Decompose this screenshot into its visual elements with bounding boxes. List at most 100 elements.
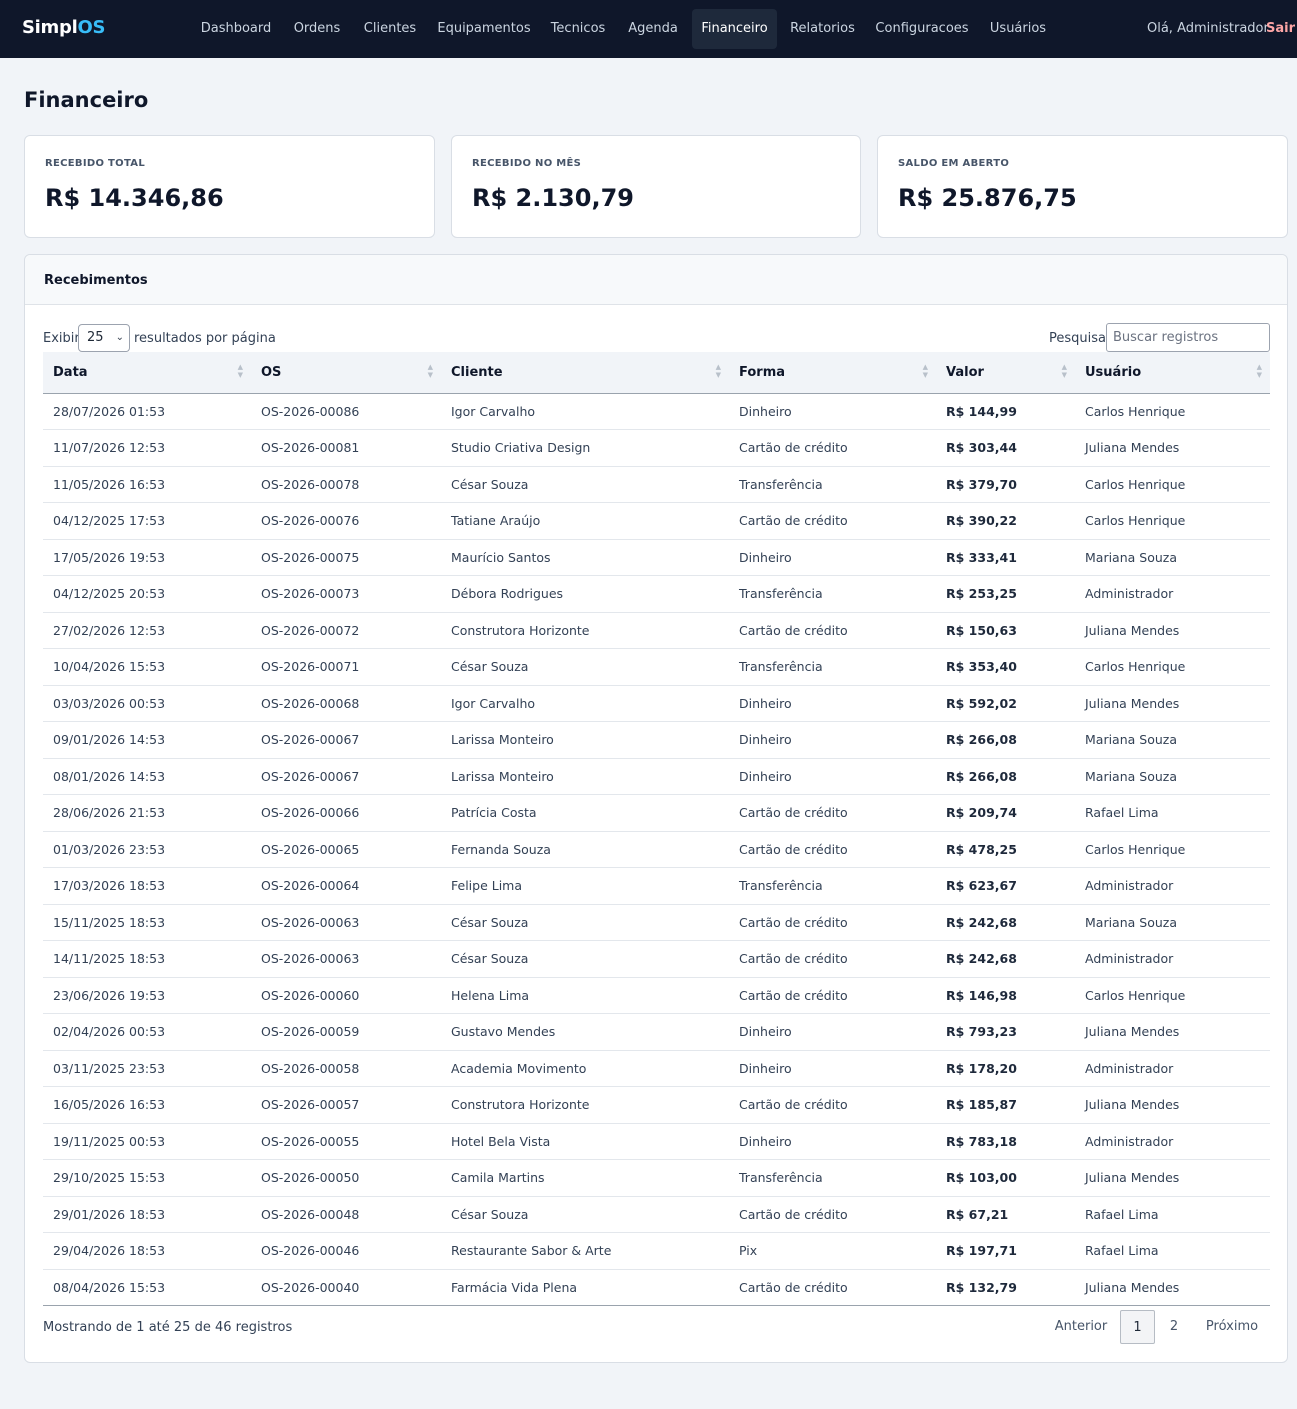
cell-valor: R$ 197,71 [936,1232,1075,1270]
nav-item-clientes[interactable]: Clientes [363,21,417,36]
cell-os[interactable]: OS-2026-00075 [251,539,441,576]
table-row: 29/01/2026 18:53 OS-2026-00048 César Souza… [43,1196,1270,1233]
cell-os[interactable]: OS-2026-00076 [251,502,441,540]
cell-forma: Dinheiro [729,1050,936,1087]
page-length-select[interactable]: 25 ⌄ [78,324,130,352]
cell-os[interactable]: OS-2026-00063 [251,904,441,941]
cell-os[interactable]: OS-2026-00086 [251,393,441,430]
cell-valor: R$ 333,41 [936,539,1075,576]
cell-data: 27/02/2026 12:53 [43,612,251,649]
cell-os[interactable]: OS-2026-00057 [251,1086,441,1124]
cell-os[interactable]: OS-2026-00048 [251,1196,441,1233]
sort-icon: ▲ ▼ [427,363,433,379]
stat-card-recebido-mes: RECEBIDO NO MÊS R$ 2.130,79 [451,135,861,238]
nav-item-equipamentos[interactable]: Equipamentos [437,21,531,36]
nav-item-configuracoes[interactable]: Configuracoes [875,21,969,36]
cell-forma: Cartão de crédito [729,1086,936,1124]
table-row: 04/12/2025 20:53 OS-2026-00073 Débora Rodr… [43,575,1270,613]
column-header-data[interactable]: Data ▲ ▼ [43,352,251,394]
column-header-label: OS [261,364,282,380]
cell-usuario: Juliana Mendes [1075,1159,1270,1197]
table-row: 28/06/2026 21:53 OS-2026-00066 Patrícia Co… [43,794,1270,832]
cell-usuario: Mariana Souza [1075,539,1270,576]
cell-os[interactable]: OS-2026-00073 [251,575,441,613]
sort-icon: ▲ ▼ [922,363,928,379]
cell-valor: R$ 146,98 [936,977,1075,1014]
nav-item-usuarios[interactable]: Usuários [989,21,1047,36]
nav-item-ordens[interactable]: Ordens [293,21,341,36]
cell-os[interactable]: OS-2026-00072 [251,612,441,649]
column-header-usuario[interactable]: Usuário ▲ ▼ [1075,352,1270,394]
cell-cliente: César Souza [441,1196,729,1233]
cell-os[interactable]: OS-2026-00078 [251,466,441,503]
page-length-value: 25 [87,330,104,345]
cell-cliente: César Souza [441,940,729,978]
nav-item-financeiro[interactable]: Financeiro [692,9,777,49]
column-header-forma[interactable]: Forma ▲ ▼ [729,352,936,394]
column-header-valor[interactable]: Valor ▲ ▼ [936,352,1075,394]
search-input[interactable] [1106,323,1270,352]
column-header-cliente[interactable]: Cliente ▲ ▼ [441,352,729,394]
cell-os[interactable]: OS-2026-00067 [251,721,441,759]
cell-usuario: Carlos Henrique [1075,831,1270,868]
cell-data: 17/05/2026 19:53 [43,539,251,576]
cell-valor: R$ 353,40 [936,648,1075,686]
table-row: 08/04/2026 15:53 OS-2026-00040 Farmácia Vi… [43,1269,1270,1306]
nav-item-dashboard[interactable]: Dashboard [200,21,272,36]
nav-item-relatorios[interactable]: Relatorios [790,21,855,36]
cell-cliente: Débora Rodrigues [441,575,729,613]
cell-os[interactable]: OS-2026-00068 [251,685,441,722]
cell-forma: Dinheiro [729,721,936,759]
cell-os[interactable]: OS-2026-00064 [251,867,441,905]
cell-os[interactable]: OS-2026-00040 [251,1269,441,1306]
stat-value: R$ 25.876,75 [898,184,1077,212]
cell-forma: Pix [729,1232,936,1270]
cell-forma: Dinheiro [729,758,936,795]
column-header-os[interactable]: OS ▲ ▼ [251,352,441,394]
cell-forma: Cartão de crédito [729,977,936,1014]
pagination-next[interactable]: Próximo [1205,1319,1259,1334]
stat-card-saldo-aberto: SALDO EM ABERTO R$ 25.876,75 [877,135,1288,238]
cell-valor: R$ 623,67 [936,867,1075,905]
recebimentos-panel: Recebimentos Exibir 25 ⌄ resultados por … [24,254,1288,1363]
cell-cliente: César Souza [441,904,729,941]
cell-os[interactable]: OS-2026-00065 [251,831,441,868]
column-header-label: Forma [739,364,786,380]
cell-usuario: Juliana Mendes [1075,1269,1270,1306]
stat-value: R$ 14.346,86 [45,184,224,212]
cell-os[interactable]: OS-2026-00050 [251,1159,441,1197]
cell-os[interactable]: OS-2026-00066 [251,794,441,832]
cell-os[interactable]: OS-2026-00071 [251,648,441,686]
cell-os[interactable]: OS-2026-00063 [251,940,441,978]
table-row: 02/04/2026 00:53 OS-2026-00059 Gustavo Men… [43,1013,1270,1051]
cell-forma: Transferência [729,648,936,686]
pagination-page-2[interactable]: 2 [1169,1319,1179,1334]
cell-forma: Cartão de crédito [729,831,936,868]
cell-usuario: Administrador [1075,575,1270,613]
nav-item-tecnicos[interactable]: Tecnicos [550,21,606,36]
cell-valor: R$ 390,22 [936,502,1075,540]
nav-item-agenda[interactable]: Agenda [628,21,678,36]
cell-os[interactable]: OS-2026-00046 [251,1232,441,1270]
cell-data: 29/04/2026 18:53 [43,1232,251,1270]
pagination-previous[interactable]: Anterior [1054,1319,1108,1334]
cell-forma: Transferência [729,575,936,613]
sort-icon: ▲ ▼ [1061,363,1067,379]
cell-forma: Cartão de crédito [729,904,936,941]
cell-os[interactable]: OS-2026-00059 [251,1013,441,1051]
cell-usuario: Carlos Henrique [1075,502,1270,540]
cell-os[interactable]: OS-2026-00060 [251,977,441,1014]
cell-valor: R$ 592,02 [936,685,1075,722]
brand-logo[interactable]: SimplOS [22,17,105,38]
cell-os[interactable]: OS-2026-00055 [251,1123,441,1160]
cell-data: 09/01/2026 14:53 [43,721,251,759]
logout-link[interactable]: Sair [1266,21,1296,36]
cell-os[interactable]: OS-2026-00058 [251,1050,441,1087]
table-row: 03/11/2025 23:53 OS-2026-00058 Academia Mo… [43,1050,1270,1087]
column-header-label: Valor [946,364,984,380]
cell-os[interactable]: OS-2026-00067 [251,758,441,795]
cell-os[interactable]: OS-2026-00081 [251,429,441,467]
cell-data: 29/01/2026 18:53 [43,1196,251,1233]
pagination-page-1[interactable]: 1 [1120,1310,1155,1344]
column-header-label: Data [53,364,88,380]
